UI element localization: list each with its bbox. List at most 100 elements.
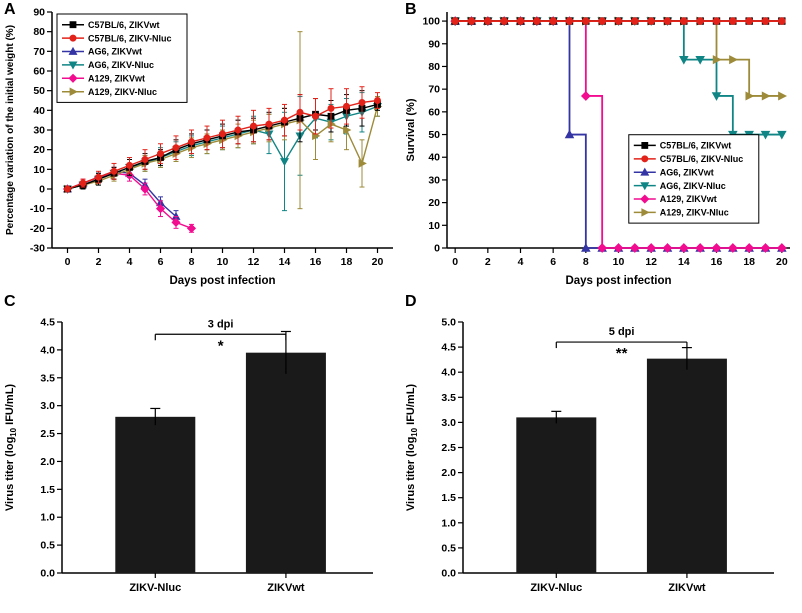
svg-text:1.5: 1.5: [40, 484, 55, 496]
svg-text:4.5: 4.5: [40, 317, 55, 329]
svg-text:4.0: 4.0: [40, 344, 55, 356]
svg-text:2.5: 2.5: [40, 428, 55, 440]
svg-text:**: **: [616, 345, 628, 362]
svg-text:ZIKV-Nluc: ZIKV-Nluc: [530, 582, 582, 594]
weight-variation-line-chart: 0 2 4 6 8 10 12 14 16 18 20 -30 -20 -10 0 10 20 30 40 50 60 7…: [5, 7, 393, 287]
svg-text:60: 60: [428, 106, 440, 118]
svg-text:ZIKVwt: ZIKVwt: [668, 582, 706, 594]
svg-text:90: 90: [428, 38, 440, 50]
svg-text:Days post infection: Days post infection: [169, 275, 275, 287]
svg-text:A129, ZIKVwt: A129, ZIKVwt: [88, 74, 145, 84]
svg-text:ZIKV-Nluc: ZIKV-Nluc: [129, 582, 181, 594]
svg-text:10: 10: [33, 164, 45, 176]
survival-step-chart: 0 2 4 6 8 10 12 14 16 18 20 0 10 20 30 40 50 60 70 80 90 100 D…: [405, 12, 790, 287]
svg-text:30: 30: [33, 125, 45, 137]
svg-text:4.5: 4.5: [441, 342, 456, 354]
svg-text:0.0: 0.0: [40, 568, 55, 580]
svg-text:2: 2: [485, 256, 491, 268]
svg-text:10: 10: [613, 256, 625, 268]
svg-text:-10: -10: [30, 203, 45, 215]
svg-text:-30: -30: [30, 243, 45, 255]
svg-text:70: 70: [428, 84, 440, 96]
svg-text:AG6, ZIKV-Nluc: AG6, ZIKV-Nluc: [88, 60, 154, 70]
svg-text:0: 0: [65, 256, 71, 268]
svg-text:A129, ZIKV-Nluc: A129, ZIKV-Nluc: [88, 87, 157, 97]
svg-text:A129, ZIKV-Nluc: A129, ZIKV-Nluc: [660, 208, 729, 218]
svg-text:20: 20: [776, 256, 788, 268]
svg-text:5 dpi: 5 dpi: [609, 326, 635, 338]
svg-text:2.5: 2.5: [441, 442, 456, 454]
svg-text:40: 40: [33, 105, 45, 117]
svg-text:C57BL/6, ZIKV-Nluc: C57BL/6, ZIKV-Nluc: [660, 154, 744, 164]
svg-text:6: 6: [550, 256, 556, 268]
svg-text:18: 18: [743, 256, 755, 268]
svg-text:100: 100: [422, 16, 440, 28]
svg-text:Percentage variation of the in: Percentage variation of the initial weig…: [5, 25, 16, 235]
svg-text:3.5: 3.5: [441, 392, 456, 404]
svg-text:40: 40: [428, 152, 440, 164]
svg-text:4: 4: [127, 256, 133, 268]
svg-text:16: 16: [310, 256, 322, 268]
svg-text:2.0: 2.0: [441, 467, 456, 479]
svg-text:12: 12: [248, 256, 260, 268]
svg-text:20: 20: [428, 197, 440, 209]
svg-text:0: 0: [39, 184, 45, 196]
svg-text:AG6, ZIKVwt: AG6, ZIKVwt: [660, 167, 714, 177]
svg-text:80: 80: [428, 61, 440, 73]
svg-text:AG6, ZIKVwt: AG6, ZIKVwt: [88, 47, 142, 57]
svg-text:3.0: 3.0: [441, 417, 456, 429]
svg-text:0: 0: [434, 243, 440, 255]
svg-text:50: 50: [33, 85, 45, 97]
svg-text:14: 14: [279, 256, 291, 268]
svg-text:*: *: [218, 337, 224, 354]
svg-text:ZIKVwt: ZIKVwt: [267, 582, 305, 594]
svg-text:50: 50: [428, 129, 440, 141]
svg-text:C57BL/6, ZIKVwt: C57BL/6, ZIKVwt: [660, 141, 732, 151]
svg-text:70: 70: [33, 46, 45, 58]
panel-b-label: B: [405, 1, 417, 18]
svg-text:30: 30: [428, 174, 440, 186]
virus-titer-3dpi-bar-chart: 0.0 0.5 1.0 1.5 2.0 2.5 3.0 3.5 4.0 4.5 Virus tite…: [4, 317, 373, 594]
svg-text:18: 18: [341, 256, 353, 268]
svg-text:0.0: 0.0: [441, 568, 456, 580]
svg-text:2: 2: [96, 256, 102, 268]
svg-text:14: 14: [678, 256, 690, 268]
svg-text:2.0: 2.0: [40, 456, 55, 468]
svg-text:12: 12: [645, 256, 657, 268]
svg-text:10: 10: [217, 256, 229, 268]
panel-c: C 0.0 0.5 1.0 1.5 2.0 2.5 3.0 3.5 4.0 4.5 Virus ti…: [0, 292, 401, 613]
panel-d: D 0.0 0.5 1.0 1.5 2.0 2.5 3.0 3.5 4.0 4.5 5.0 Virus…: [401, 292, 802, 613]
svg-text:10: 10: [428, 220, 440, 232]
panel-c-label: C: [4, 293, 16, 310]
svg-text:20: 20: [33, 144, 45, 156]
svg-text:5.0: 5.0: [441, 317, 456, 329]
svg-text:90: 90: [33, 7, 45, 19]
svg-text:1.5: 1.5: [441, 492, 456, 504]
svg-text:3.0: 3.0: [40, 400, 55, 412]
svg-text:16: 16: [711, 256, 723, 268]
svg-text:AG6, ZIKV-Nluc: AG6, ZIKV-Nluc: [660, 181, 726, 191]
svg-text:0.5: 0.5: [40, 540, 55, 552]
svg-text:C57BL/6, ZIKV-Nluc: C57BL/6, ZIKV-Nluc: [88, 33, 172, 43]
svg-text:3 dpi: 3 dpi: [208, 318, 234, 330]
svg-text:6: 6: [158, 256, 164, 268]
svg-text:80: 80: [33, 26, 45, 38]
panel-a-label: A: [4, 1, 16, 18]
svg-text:Virus titer (log10 IFU/mL): Virus titer (log10 IFU/mL): [4, 384, 18, 512]
svg-text:A129, ZIKVwt: A129, ZIKVwt: [660, 194, 717, 204]
svg-text:60: 60: [33, 66, 45, 78]
svg-text:3.5: 3.5: [40, 372, 55, 384]
virus-titer-5dpi-bar-chart: 0.0 0.5 1.0 1.5 2.0 2.5 3.0 3.5 4.0 4.5 5.0 Virus t…: [405, 317, 774, 594]
svg-text:4: 4: [518, 256, 524, 268]
svg-text:Days post infection: Days post infection: [565, 275, 671, 287]
svg-text:-20: -20: [30, 223, 45, 235]
svg-text:8: 8: [189, 256, 195, 268]
svg-text:8: 8: [583, 256, 589, 268]
panel-b: B 0 2 4 6 8 10 12 14 16 18 20 0 10 20 30 40 50 60 70 80 90 10…: [401, 0, 802, 292]
svg-text:C57BL/6, ZIKVwt: C57BL/6, ZIKVwt: [88, 20, 160, 30]
svg-text:Virus titer (log10 IFU/mL): Virus titer (log10 IFU/mL): [405, 384, 419, 512]
svg-text:1.0: 1.0: [441, 517, 456, 529]
svg-text:1.0: 1.0: [40, 512, 55, 524]
panel-a: A 0 2 4 6 8 10 12 14 16 18 20 -30 -20 -10 0 10 20 30 40 50 6…: [0, 0, 401, 292]
svg-text:Survival (%): Survival (%): [405, 98, 417, 161]
